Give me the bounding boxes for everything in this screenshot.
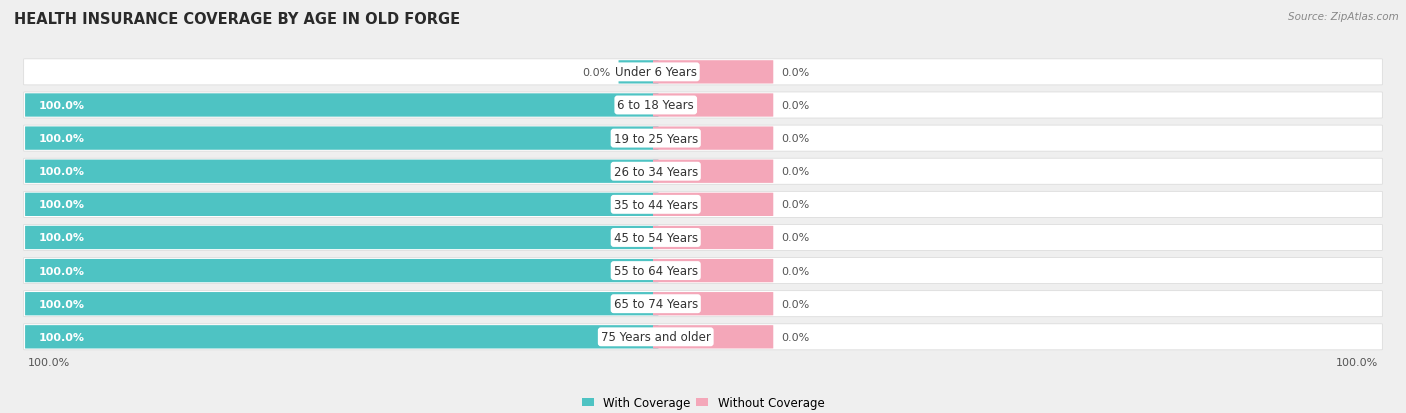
Text: 0.0%: 0.0% (782, 134, 810, 144)
Text: 100.0%: 100.0% (39, 332, 84, 342)
Text: 100.0%: 100.0% (1336, 357, 1378, 367)
Text: 26 to 34 Years: 26 to 34 Years (613, 165, 697, 178)
Text: 35 to 44 Years: 35 to 44 Years (613, 198, 697, 211)
FancyBboxPatch shape (652, 292, 773, 316)
FancyBboxPatch shape (25, 127, 658, 150)
Text: 65 to 74 Years: 65 to 74 Years (613, 297, 697, 311)
FancyBboxPatch shape (24, 126, 1382, 152)
Text: 55 to 64 Years: 55 to 64 Years (613, 264, 697, 278)
Text: 100.0%: 100.0% (39, 167, 84, 177)
Text: 0.0%: 0.0% (782, 266, 810, 276)
Text: 45 to 54 Years: 45 to 54 Years (613, 231, 697, 244)
Text: 100.0%: 100.0% (39, 101, 84, 111)
FancyBboxPatch shape (24, 225, 1382, 251)
Text: 100.0%: 100.0% (39, 233, 84, 243)
FancyBboxPatch shape (25, 226, 658, 249)
FancyBboxPatch shape (25, 292, 658, 316)
Text: 100.0%: 100.0% (39, 299, 84, 309)
Text: 6 to 18 Years: 6 to 18 Years (617, 99, 695, 112)
FancyBboxPatch shape (652, 226, 773, 249)
FancyBboxPatch shape (24, 159, 1382, 185)
Text: 19 to 25 Years: 19 to 25 Years (613, 132, 697, 145)
Text: 0.0%: 0.0% (782, 68, 810, 78)
Text: 0.0%: 0.0% (582, 68, 610, 78)
FancyBboxPatch shape (652, 193, 773, 216)
Text: HEALTH INSURANCE COVERAGE BY AGE IN OLD FORGE: HEALTH INSURANCE COVERAGE BY AGE IN OLD … (14, 12, 460, 27)
Text: 75 Years and older: 75 Years and older (600, 330, 710, 344)
Text: Under 6 Years: Under 6 Years (614, 66, 697, 79)
FancyBboxPatch shape (25, 325, 658, 349)
FancyBboxPatch shape (24, 324, 1382, 350)
Text: 0.0%: 0.0% (782, 101, 810, 111)
Text: 100.0%: 100.0% (28, 357, 70, 367)
Text: 0.0%: 0.0% (782, 233, 810, 243)
Text: 0.0%: 0.0% (782, 332, 810, 342)
Legend: With Coverage, Without Coverage: With Coverage, Without Coverage (576, 392, 830, 413)
Text: 0.0%: 0.0% (782, 299, 810, 309)
Text: 100.0%: 100.0% (39, 266, 84, 276)
FancyBboxPatch shape (25, 160, 658, 183)
FancyBboxPatch shape (24, 192, 1382, 218)
FancyBboxPatch shape (25, 193, 658, 216)
FancyBboxPatch shape (24, 60, 1382, 85)
Text: 0.0%: 0.0% (782, 167, 810, 177)
FancyBboxPatch shape (25, 94, 658, 117)
FancyBboxPatch shape (24, 291, 1382, 317)
FancyBboxPatch shape (652, 325, 773, 349)
FancyBboxPatch shape (652, 160, 773, 183)
Text: 100.0%: 100.0% (39, 200, 84, 210)
FancyBboxPatch shape (652, 94, 773, 117)
Text: 0.0%: 0.0% (782, 200, 810, 210)
Text: Source: ZipAtlas.com: Source: ZipAtlas.com (1288, 12, 1399, 22)
FancyBboxPatch shape (652, 127, 773, 150)
FancyBboxPatch shape (24, 258, 1382, 284)
Text: 100.0%: 100.0% (39, 134, 84, 144)
FancyBboxPatch shape (24, 93, 1382, 119)
FancyBboxPatch shape (652, 61, 773, 84)
FancyBboxPatch shape (619, 61, 658, 84)
FancyBboxPatch shape (652, 259, 773, 282)
FancyBboxPatch shape (25, 259, 658, 282)
